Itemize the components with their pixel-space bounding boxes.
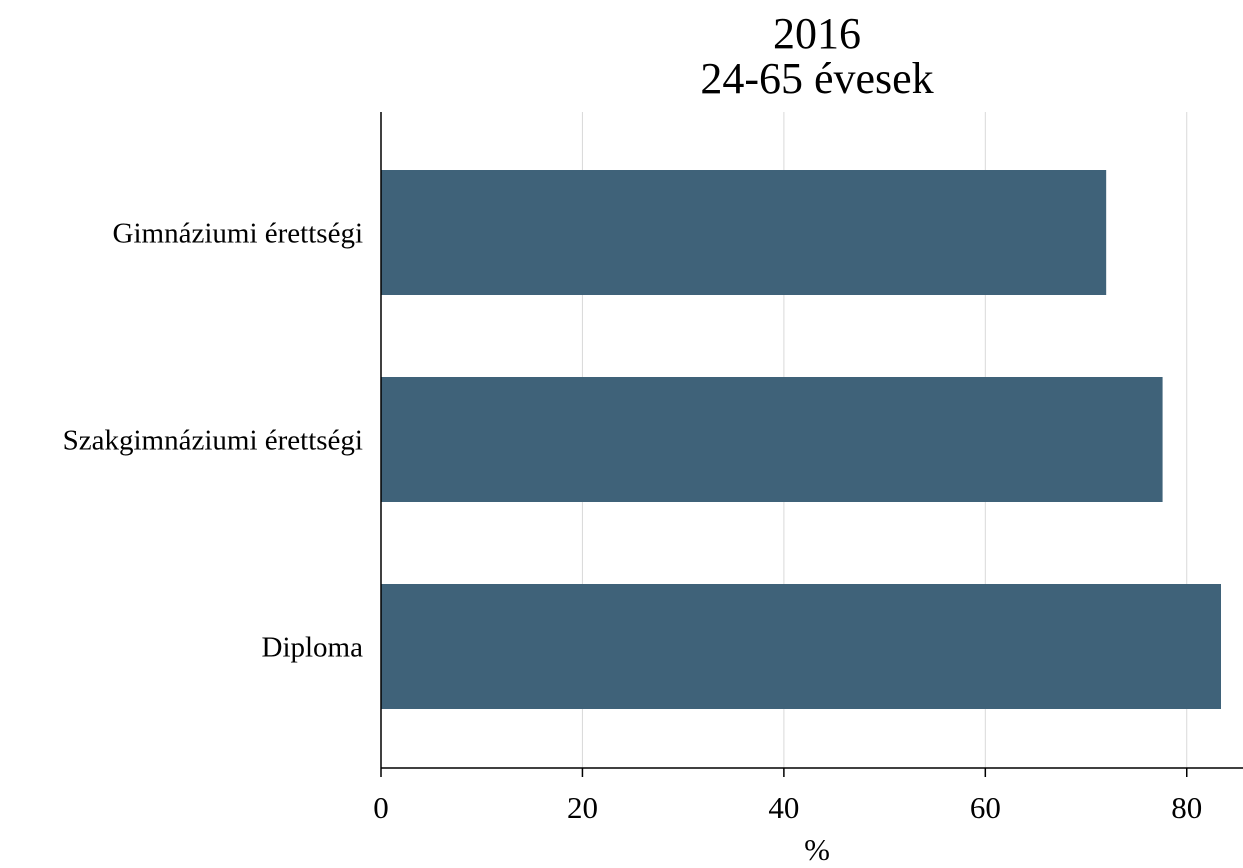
category-label-1: Gimnáziumi érettségi <box>113 218 363 250</box>
chart-title-line-2: 24-65 évesek <box>700 54 933 103</box>
x-tick-label-20: 20 <box>567 790 598 825</box>
category-label-3: Diploma <box>262 632 364 664</box>
category-labels: Gimnáziumi érettségi Szakgimnáziumi érett… <box>63 218 364 664</box>
bar-1 <box>381 170 1107 295</box>
x-axis-title: % <box>804 832 830 867</box>
x-tick-label-80: 80 <box>1171 790 1202 825</box>
category-label-2: Szakgimnáziumi érettségi <box>63 425 363 457</box>
x-ticks: 0 20 40 60 80 <box>373 768 1202 825</box>
x-tick-label-40: 40 <box>768 790 799 825</box>
chart-title-line-1: 2016 <box>773 9 861 58</box>
x-tick-label-0: 0 <box>373 790 389 825</box>
x-tick-label-60: 60 <box>970 790 1001 825</box>
bars <box>381 170 1221 709</box>
bar-2 <box>381 377 1163 502</box>
bar-3 <box>381 584 1221 709</box>
